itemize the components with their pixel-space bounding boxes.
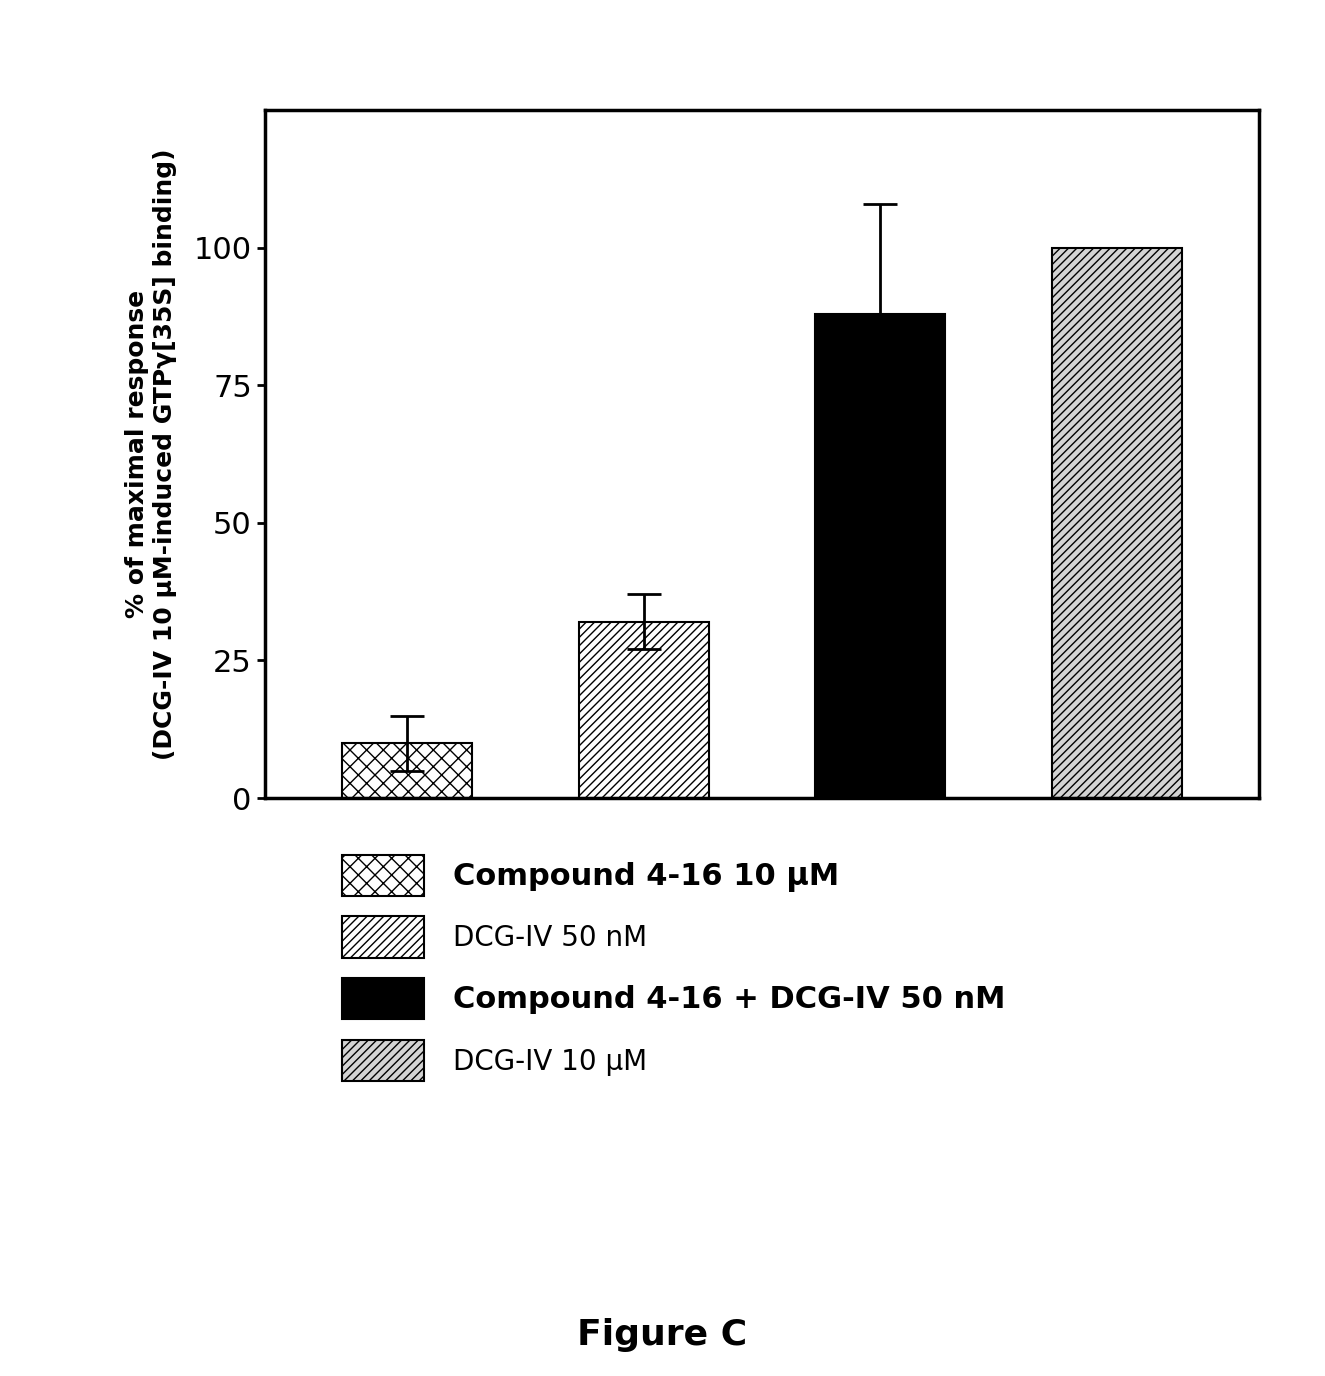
Bar bbox=[1052, 248, 1182, 798]
Legend: Compound 4-16 10 μM, DCG-IV 50 nM, Compound 4-16 + DCG-IV 50 nM, DCG-IV 10 μM: Compound 4-16 10 μM, DCG-IV 50 nM, Compo… bbox=[327, 841, 1020, 1095]
Y-axis label: % of maximal response
(DCG-IV 10 μM-induced GTPγ[35S] binding): % of maximal response (DCG-IV 10 μM-indu… bbox=[126, 149, 178, 760]
Bar bbox=[579, 622, 709, 798]
Bar bbox=[815, 314, 945, 798]
Bar bbox=[342, 743, 472, 798]
Text: Figure C: Figure C bbox=[578, 1318, 747, 1351]
